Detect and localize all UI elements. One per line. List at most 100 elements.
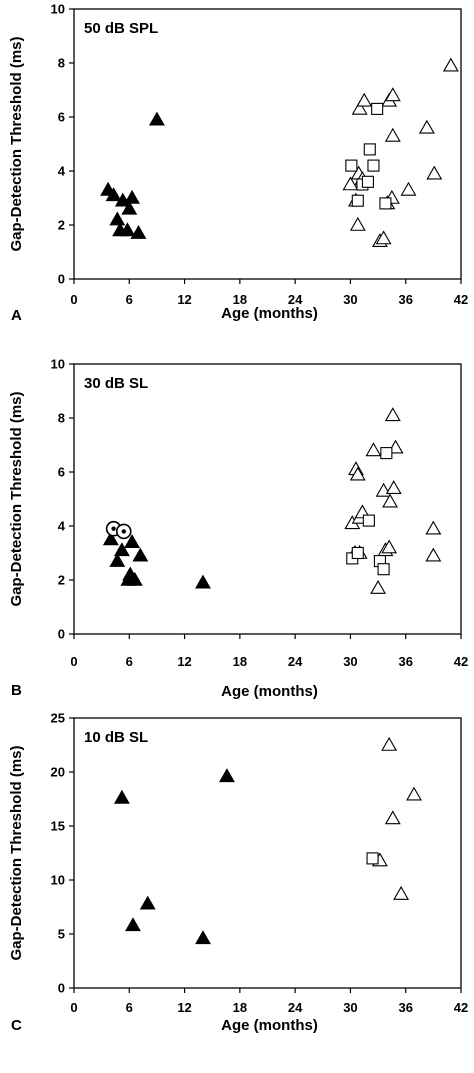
x-tick-label: 18 xyxy=(233,1000,247,1015)
data-point xyxy=(384,127,401,142)
x-tick-label: 42 xyxy=(454,292,468,307)
y-tick-label: 0 xyxy=(58,627,65,642)
data-point xyxy=(109,552,126,567)
data-point xyxy=(425,520,442,535)
data-point xyxy=(139,895,156,910)
panel-letter: B xyxy=(11,682,22,699)
data-point xyxy=(124,189,140,204)
y-tick-label: 0 xyxy=(58,272,65,287)
data-point xyxy=(384,87,401,102)
data-point xyxy=(384,407,401,422)
y-tick-label: 6 xyxy=(58,110,65,125)
series-open-triangle xyxy=(371,736,422,900)
data-point xyxy=(132,547,149,562)
y-tick-label: 6 xyxy=(58,465,65,480)
x-tick-label: 24 xyxy=(288,292,303,307)
y-tick-label: 20 xyxy=(51,765,65,780)
data-point xyxy=(400,181,417,196)
x-tick-label: 0 xyxy=(70,292,77,307)
y-tick-label: 4 xyxy=(58,164,66,179)
x-axis-title: Age (months) xyxy=(221,305,318,322)
data-point xyxy=(351,194,364,207)
data-point xyxy=(124,534,140,549)
circled-dot-center xyxy=(121,529,126,534)
data-point xyxy=(345,159,358,172)
data-point xyxy=(219,768,235,783)
plot-frame xyxy=(73,363,462,635)
x-tick-label: 30 xyxy=(343,292,357,307)
data-point xyxy=(384,810,401,825)
y-tick-label: 8 xyxy=(58,411,65,426)
x-tick-label: 6 xyxy=(126,292,133,307)
x-tick-label: 36 xyxy=(398,654,412,669)
x-tick-label: 24 xyxy=(288,1000,303,1015)
x-tick-label: 12 xyxy=(177,654,191,669)
data-point xyxy=(119,222,136,237)
x-axis-title: Age (months) xyxy=(221,683,318,700)
data-point xyxy=(349,466,366,481)
data-point xyxy=(342,176,359,191)
data-point xyxy=(377,563,390,576)
data-point xyxy=(148,111,165,126)
data-point xyxy=(351,100,368,115)
data-point xyxy=(113,542,130,557)
circled-dot-center xyxy=(111,526,116,531)
x-tick-label: 18 xyxy=(233,654,247,669)
data-point xyxy=(375,230,392,245)
y-tick-label: 5 xyxy=(58,927,65,942)
x-tick-label: 24 xyxy=(288,654,303,669)
data-point xyxy=(418,119,435,134)
data-point xyxy=(385,480,402,495)
data-point xyxy=(115,523,132,540)
x-tick-label: 36 xyxy=(398,1000,412,1015)
panel-letter: A xyxy=(11,307,22,324)
series-open-square xyxy=(345,102,392,210)
data-point xyxy=(363,143,376,156)
data-point xyxy=(121,200,138,215)
data-point xyxy=(195,574,211,589)
series-open-triangle xyxy=(342,57,459,247)
y-tick-label: 2 xyxy=(58,573,65,588)
x-tick-label: 0 xyxy=(70,654,77,669)
x-tick-label: 42 xyxy=(454,654,468,669)
data-point xyxy=(195,930,211,945)
data-point xyxy=(351,546,364,560)
y-tick-label: 4 xyxy=(58,519,66,534)
condition-label: 50 dB SPL xyxy=(84,20,158,37)
condition-label: 10 dB SL xyxy=(84,729,148,746)
y-axis-title: Gap-Detection Threshold (ms) xyxy=(8,36,25,251)
y-tick-label: 8 xyxy=(58,56,65,71)
y-tick-label: 0 xyxy=(58,981,65,996)
data-point xyxy=(442,57,459,72)
data-point xyxy=(381,539,398,554)
series-filled-triangle xyxy=(113,768,235,945)
y-tick-label: 15 xyxy=(51,819,65,834)
data-point xyxy=(113,789,130,804)
data-point xyxy=(125,917,141,932)
data-point xyxy=(130,224,147,239)
plot-frame xyxy=(73,717,462,989)
series-open-square xyxy=(346,447,393,576)
data-point xyxy=(371,102,384,115)
series-filled-triangle xyxy=(100,111,165,239)
x-tick-label: 12 xyxy=(177,292,191,307)
data-point xyxy=(380,447,393,460)
data-point xyxy=(362,514,375,527)
y-axis-title: Gap-Detection Threshold (ms) xyxy=(8,391,25,606)
data-point xyxy=(406,786,422,801)
data-point xyxy=(356,92,373,107)
x-tick-label: 30 xyxy=(343,654,357,669)
data-point xyxy=(349,216,366,231)
condition-label: 30 dB SL xyxy=(84,375,148,392)
data-point xyxy=(126,571,143,586)
x-tick-label: 30 xyxy=(343,1000,357,1015)
x-tick-label: 36 xyxy=(398,292,412,307)
plot-frame xyxy=(73,8,462,280)
data-point xyxy=(425,547,442,562)
series-filled-triangle xyxy=(102,531,211,589)
data-point xyxy=(370,579,387,594)
data-point xyxy=(365,442,382,457)
y-tick-label: 10 xyxy=(51,357,65,372)
x-tick-label: 6 xyxy=(126,1000,133,1015)
